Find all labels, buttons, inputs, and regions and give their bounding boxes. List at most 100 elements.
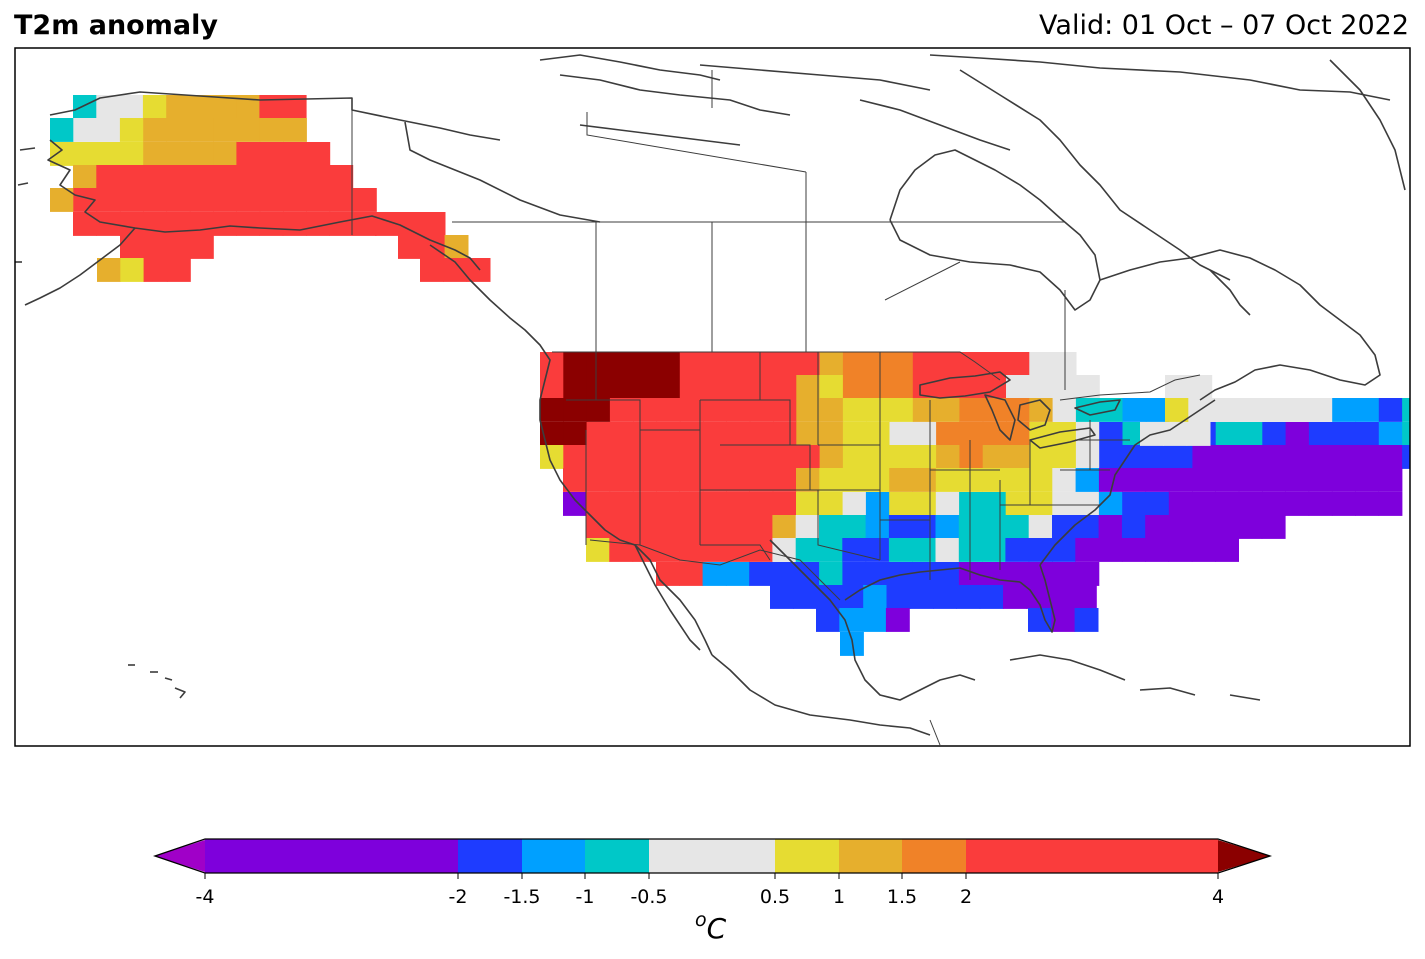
anomaly-cell [702,468,727,492]
anomaly-cell [726,352,751,376]
anomaly-cell [726,375,751,399]
anomaly-cell [1285,422,1310,446]
anomaly-cell [259,188,284,212]
anomaly-cell [819,445,844,469]
anomaly-cell [725,562,750,586]
anomaly-cell [189,142,214,166]
anomaly-cell [466,258,491,282]
anomaly-cell [842,375,867,399]
anomaly-cell [679,422,704,446]
anomaly-cell [795,515,820,539]
anomaly-cell [1051,608,1076,632]
anomaly-cell [1052,398,1077,422]
anomaly-cell [259,118,284,142]
anomaly-cell [886,585,911,609]
colorbar-tick-label: 0.5 [760,886,790,908]
anomaly-cell [1308,422,1333,446]
anomaly-cell [959,468,983,492]
anomaly-cell [1052,468,1077,492]
anomaly-cell [772,468,797,492]
coastlines [15,54,1406,736]
anomaly-cell [770,585,794,609]
anomaly-cell [212,95,237,119]
anomaly-cell [912,375,937,399]
map-frame [14,47,1411,747]
colorbar-tick-label: -1 [576,886,595,908]
anomaly-cell [1402,398,1410,422]
valid-period: Valid: 01 Oct – 07 Oct 2022 [1039,10,1409,41]
anomaly-cell [189,118,214,142]
anomaly-cell [1005,515,1030,539]
anomaly-cell [1262,422,1287,446]
anomaly-cell [444,235,469,259]
anomaly-cell [749,515,773,539]
anomaly-cell [96,188,121,212]
anomaly-cell [795,538,820,562]
anomaly-cell [1052,562,1076,586]
anomaly-cell [329,188,354,212]
anomaly-cell [420,258,444,282]
colorbar-segment [966,839,1218,873]
anomaly-map [14,47,1411,747]
anomaly-cell [633,398,658,422]
anomaly-cell [189,235,214,259]
anomaly-cell [1192,468,1216,492]
anomaly-cell [912,398,937,422]
anomaly-cell [1005,492,1030,516]
anomaly-cell [959,422,984,446]
anomaly-cell [842,352,867,376]
anomaly-cell [749,492,774,516]
anomaly-cell [935,538,960,562]
anomaly-cell [793,585,818,609]
colorbar-tick-label: -0.5 [630,886,667,908]
anomaly-cell [633,375,658,399]
anomaly-cell [679,515,704,539]
anomaly-cell [796,445,821,469]
anomaly-cell [726,468,750,492]
colorbar-over-arrow [1218,840,1270,872]
anomaly-cell [749,445,774,469]
anomaly-cell [166,212,191,236]
anomaly-cell [936,375,960,399]
anomaly-cell [1145,538,1170,562]
colorbar-segment [839,839,902,873]
anomaly-cell [772,538,797,562]
anomaly-cell [679,538,704,562]
anomaly-cell [772,562,797,586]
anomaly-cell [1378,445,1403,469]
anomaly-cell [632,515,657,539]
anomaly-cell [633,445,658,469]
anomaly-cell [959,492,983,516]
anomaly-cell [865,538,890,562]
anomaly-cell [306,165,330,189]
anomaly-cell [1238,492,1263,516]
anomaly-cell [1191,538,1216,562]
anomaly-cell [306,142,331,166]
anomaly-cell [865,515,890,539]
anomaly-cell [213,118,237,142]
anomaly-cell [609,492,634,516]
anomaly-cell [839,608,864,632]
anomaly-cell [888,515,913,539]
anomaly-cell [166,258,191,282]
anomaly-cell [236,165,260,189]
anomaly-cell [1006,352,1030,376]
anomaly-cell [283,188,307,212]
anomaly-cell [1075,468,1100,492]
anomaly-cell [656,562,680,586]
colorbar-segment [458,839,522,873]
anomaly-cell [563,422,588,446]
anomaly-cell [120,235,144,259]
anomaly-cell [935,492,960,516]
anomaly-cell [1239,422,1263,446]
anomaly-cell [1192,492,1216,516]
anomaly-cell [73,95,97,119]
anomaly-cell [1145,398,1170,422]
anomaly-cell [866,352,891,376]
anomaly-cell [329,212,354,236]
anomaly-cell [1122,398,1147,422]
anomaly-cell [1122,445,1147,469]
anomaly-cell [679,398,704,422]
anomaly-cell [726,445,751,469]
